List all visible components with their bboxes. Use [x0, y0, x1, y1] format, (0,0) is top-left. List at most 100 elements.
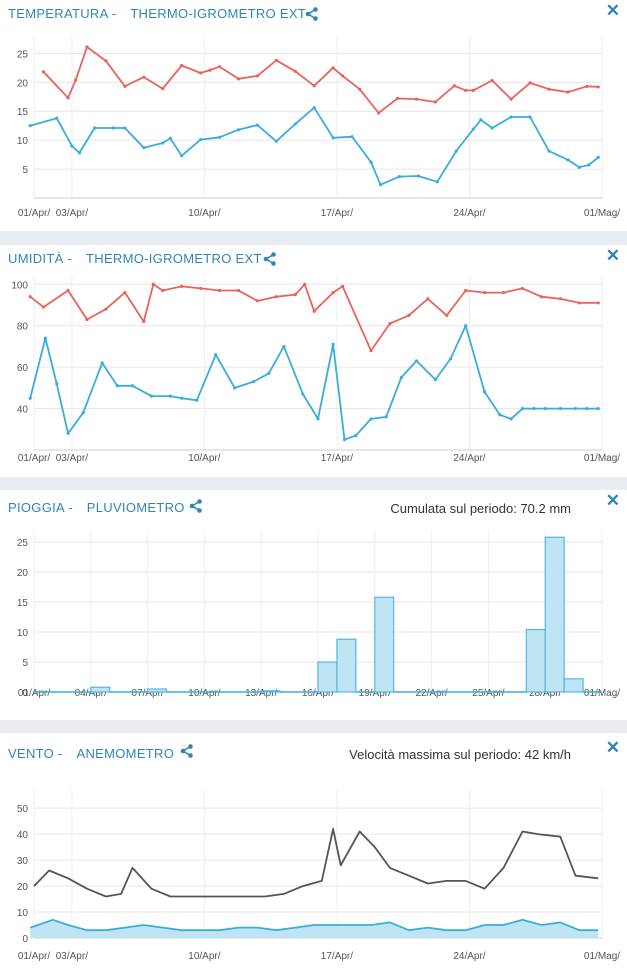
series-point [528, 115, 532, 119]
humidity-panel: UMIDITÀ - THERMO-IGROMETRO EXT ✕ 40 60 80 1… [0, 245, 627, 477]
series-point [532, 406, 536, 411]
sensor-link[interactable]: THERMO-IGROMETRO EXT [130, 6, 307, 21]
y-tick-label: 30 [17, 856, 29, 867]
y-tick-label: 0 [22, 688, 28, 699]
share-icon[interactable] [180, 744, 194, 758]
series-point [566, 90, 570, 94]
series-point [252, 380, 256, 384]
y-tick-label: 25 [17, 538, 29, 549]
series-point [331, 342, 335, 346]
x-tick-label: 01/Apr/ [18, 453, 50, 464]
series-line [42, 46, 599, 114]
series-point [66, 96, 70, 100]
y-tick-label: 25 [17, 49, 29, 60]
rain-panel: PIOGGIA - PLUVIOMETRO Cumulata sul perio… [0, 490, 627, 720]
series-point [293, 122, 297, 126]
series-point [168, 136, 172, 141]
series-point [483, 290, 487, 295]
x-tick-label: 01/Apr/ [18, 951, 50, 962]
share-icon[interactable] [305, 7, 319, 21]
series-point [123, 290, 127, 295]
series-point [255, 123, 260, 127]
x-tick-label: 24/Apr/ [453, 208, 485, 219]
series-point [255, 299, 260, 303]
rain-bar [563, 678, 584, 693]
x-tick-label: 04/Apr/ [75, 688, 107, 699]
series-point [293, 293, 297, 297]
x-tick-label: 01/Apr/ [18, 688, 50, 699]
series-point [414, 359, 419, 363]
series-point [416, 174, 420, 178]
x-tick-label: 03/Apr/ [56, 951, 88, 962]
x-tick-label: 03/Apr/ [56, 208, 88, 219]
share-icon[interactable] [263, 252, 277, 266]
series-point [414, 97, 419, 101]
rain-bar [374, 596, 395, 693]
sensor-link[interactable]: ANEMOMETRO [76, 746, 175, 761]
wind-summary: Velocità massima sul periodo: 42 km/h [349, 747, 571, 762]
y-tick-label: 40 [17, 405, 29, 416]
x-tick-label: 07/Apr/ [131, 688, 163, 699]
series-point [433, 100, 437, 104]
series-point [585, 84, 589, 88]
series-point [161, 141, 165, 145]
series-point [115, 384, 119, 388]
y-tick-label: 60 [17, 363, 29, 374]
rain-bar [147, 688, 168, 693]
sensor-link[interactable]: THERMO-IGROMETRO EXT [86, 251, 262, 266]
close-icon[interactable]: ✕ [605, 738, 620, 757]
temperature-panel: TEMPERATURA - THERMO-IGROMETRO EXT ✕ 5 10… [0, 0, 627, 231]
series-point [267, 371, 271, 375]
wind-chart: 0 10 20 30 40 50 01/Apr/03/Apr/10/Apr/17/Apr/2… [17, 790, 620, 962]
series-point [331, 290, 335, 295]
series-point [547, 87, 551, 91]
share-icon[interactable] [189, 499, 203, 513]
series-point [596, 301, 600, 305]
series-point [92, 126, 97, 130]
y-tick-label: 10 [17, 908, 29, 919]
series-point [55, 382, 59, 386]
series-point [233, 386, 237, 390]
rain-bar [260, 690, 281, 693]
series-point [142, 319, 146, 324]
series-point [199, 71, 203, 75]
series-point [180, 154, 184, 158]
series-point [585, 406, 589, 411]
x-tick-label: 25/Apr/ [472, 688, 504, 699]
sensor-link[interactable]: PLUVIOMETRO [86, 500, 185, 515]
y-tick-label: 5 [22, 658, 28, 669]
series-point [471, 88, 475, 92]
series-point [208, 68, 212, 72]
rain-chart: 0 5 10 15 20 25 01/Apr/04/Apr/07/Apr/10/Apr/13… [17, 530, 620, 699]
close-icon[interactable]: ✕ [605, 491, 620, 510]
series-point [384, 415, 388, 419]
series-point [214, 353, 218, 357]
y-tick-label: 5 [22, 165, 28, 176]
series-point [180, 63, 184, 68]
series-point [180, 396, 184, 400]
x-tick-label: 10/Apr/ [188, 208, 220, 219]
series-point [558, 297, 562, 301]
series-point [85, 45, 89, 49]
series-point [596, 85, 600, 89]
series-point [151, 282, 155, 286]
series-line [29, 106, 599, 186]
series-point [55, 116, 59, 120]
x-tick-label: 01/Mag/ [584, 208, 620, 219]
series-line [33, 828, 599, 898]
series-point [433, 377, 437, 382]
close-icon[interactable]: ✕ [605, 1, 620, 20]
series-point [509, 97, 513, 101]
series-point [217, 288, 222, 293]
series-point [100, 361, 104, 365]
series-point [77, 151, 82, 155]
temperature-chart: 5 10 15 20 25 01/Apr/03/Apr/10/Apr/17/Apr/24/… [17, 36, 620, 219]
series-area [30, 919, 599, 938]
x-tick-label: 13/Apr/ [245, 688, 277, 699]
series-point [28, 295, 32, 299]
series-point [566, 158, 570, 162]
series-point [331, 66, 335, 70]
panel-title: VENTO - ANEMOMETRO [8, 746, 174, 761]
panel-label: VENTO - [8, 746, 63, 761]
close-icon[interactable]: ✕ [605, 246, 620, 265]
